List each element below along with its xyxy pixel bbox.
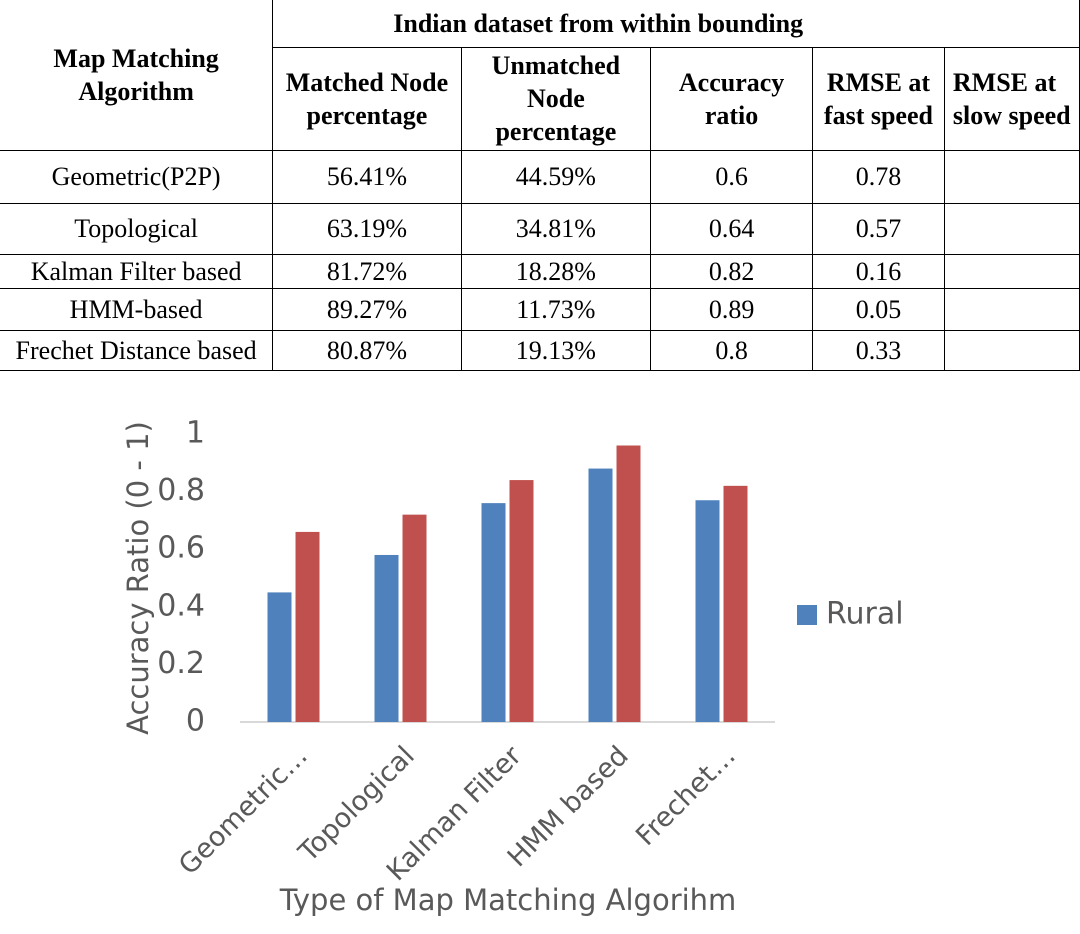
table-wrap: Map Matching Algorithm Indian dataset fro…: [0, 0, 1080, 375]
column-header: Unmatched Node percentage: [460, 46, 652, 151]
table-cell: 0.78: [812, 149, 945, 204]
column-header: RMSE at fast speed: [812, 46, 945, 151]
x-tick-label: Geometric…: [173, 740, 314, 881]
bar: [481, 503, 506, 722]
bar: [509, 480, 534, 722]
table-cell: 19.13%: [460, 329, 652, 371]
table-cell: [943, 287, 1080, 331]
bar: [402, 514, 427, 722]
column-header: RMSE at slow speed: [943, 46, 1080, 151]
bar: [267, 592, 292, 722]
y-tick-label: 0.8: [157, 473, 205, 508]
y-tick-label: 1: [186, 416, 205, 451]
table-cell: 0.57: [812, 202, 945, 255]
table-cell: 81.72%: [272, 253, 462, 289]
table-cell: 0.64: [650, 202, 814, 255]
table-cell: 0.16: [812, 253, 945, 289]
y-tick-label: 0.2: [157, 646, 205, 681]
bar: [695, 500, 720, 722]
legend-swatch: [797, 605, 817, 625]
bar: [723, 485, 748, 722]
table-cell: 63.19%: [272, 202, 462, 255]
table-cell: [943, 202, 1080, 255]
table-cell: [943, 253, 1080, 289]
bar: [616, 445, 641, 722]
table-cell: Topological: [0, 202, 274, 255]
table-cell: 0.82: [650, 253, 814, 289]
table-cell: Geometric(P2P): [0, 149, 274, 204]
table-cell: 0.05: [812, 287, 945, 331]
table-cell: 11.73%: [460, 287, 652, 331]
bar: [374, 554, 399, 722]
table-cell: 89.27%: [272, 287, 462, 331]
table-row: Geometric(P2P) 56.41% 44.59% 0.6 0.78: [0, 149, 1080, 204]
y-tick-label: 0.4: [157, 588, 205, 623]
table-row: Kalman Filter based 81.72% 18.28% 0.82 0.16: [0, 253, 1080, 289]
results-table: Map Matching Algorithm Indian dataset fro…: [0, 0, 1080, 371]
table-row: Topological 63.19% 34.81% 0.64 0.57: [0, 202, 1080, 255]
y-tick-label: 0: [186, 704, 205, 739]
table-cell: 0.33: [812, 329, 945, 371]
table-cell: [943, 329, 1080, 371]
x-axis-label: Type of Map Matching Algorihm: [279, 883, 737, 917]
y-axis-label: Accuracy Ratio (0 - 1): [121, 421, 155, 735]
table-cell: 56.41%: [272, 149, 462, 204]
table-cell: 0.8: [650, 329, 814, 371]
group-header: Indian dataset from within bounding: [272, 0, 1080, 48]
table-cell: 0.89: [650, 287, 814, 331]
chart: Accuracy Ratio (0 - 1) Type of Map Match…: [121, 416, 904, 918]
table-cell: 34.81%: [460, 202, 652, 255]
table-cell: Kalman Filter based: [0, 253, 274, 289]
corner-header: Map Matching Algorithm: [0, 0, 274, 151]
table-cell: HMM-based: [0, 287, 274, 331]
table-cell: [943, 149, 1080, 204]
bar: [295, 531, 320, 722]
column-header: Matched Node percentage: [272, 46, 462, 151]
y-tick-label: 0.6: [157, 531, 205, 566]
table-cell: Frechet Distance based: [0, 329, 274, 371]
table-cell: 80.87%: [272, 329, 462, 371]
table-cell: 18.28%: [460, 253, 652, 289]
x-tick-label: Frechet…: [630, 740, 742, 852]
column-header: Accuracy ratio: [650, 46, 814, 151]
table-row: Frechet Distance based 80.87% 19.13% 0.8 0.3…: [0, 329, 1080, 371]
table-row: HMM-based 89.27% 11.73% 0.89 0.05: [0, 287, 1080, 331]
bar: [588, 468, 613, 722]
table-cell: 0.6: [650, 149, 814, 204]
table-cell: 44.59%: [460, 149, 652, 204]
legend-label: Rural: [826, 597, 904, 632]
